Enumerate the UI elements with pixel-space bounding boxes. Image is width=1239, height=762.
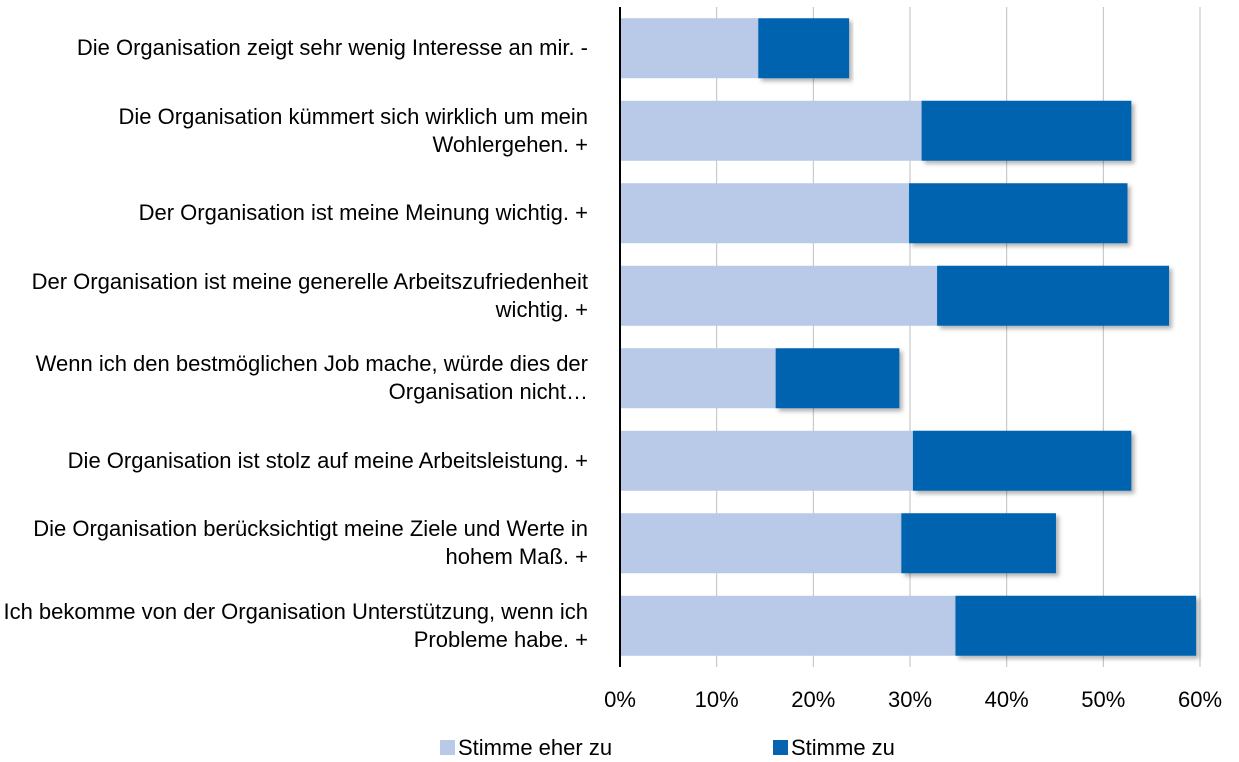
bar-segment (921, 100, 1132, 161)
category-label: Der Organisation ist meine generelle Arb… (0, 255, 588, 337)
bar-segment (620, 348, 776, 409)
x-tick-label: 60% (1178, 687, 1222, 712)
bar-segment (620, 183, 910, 244)
category-label: Der Organisation ist meine Meinung wicht… (0, 172, 588, 254)
legend-label: Stimme eher zu (458, 735, 612, 760)
category-text: Der Organisation ist meine Meinung wicht… (138, 200, 588, 226)
bar-segment (901, 513, 1056, 574)
x-tick-label: 0% (604, 687, 636, 712)
bar-segment (620, 100, 922, 161)
x-tick-label: 10% (695, 687, 739, 712)
bar-segment (620, 430, 913, 491)
category-label: Die Organisation zeigt sehr wenig Intere… (0, 7, 588, 89)
category-label: Die Organisation ist stolz auf meine Arb… (0, 420, 588, 502)
bar-segment (912, 430, 1132, 491)
bars (620, 18, 1197, 656)
category-label: Ich bekomme von der Organisation Unterst… (0, 585, 588, 667)
category-label: Die Organisation kümmert sich wirklich u… (0, 90, 588, 172)
bar-segment (937, 265, 1170, 326)
legend-swatch (773, 740, 788, 755)
category-text: Die Organisation berücksichtigt meine Zi… (33, 516, 588, 570)
bar-segment (620, 595, 956, 656)
bar-segment (620, 18, 759, 79)
legend-swatch (440, 740, 455, 755)
bar-segment (620, 513, 902, 574)
bar-segment (758, 18, 850, 79)
category-text: Wenn ich den bestmöglichen Job mache, wü… (35, 351, 588, 405)
bar-segment (775, 348, 900, 409)
bar-segment (620, 265, 938, 326)
category-text: Ich bekomme von der Organisation Unterst… (3, 598, 588, 652)
x-tick-label: 50% (1081, 687, 1125, 712)
bar-segment (909, 183, 1128, 244)
category-label: Die Organisation berücksichtigt meine Zi… (0, 502, 588, 584)
legend-label: Stimme zu (791, 735, 895, 760)
bar-segment (955, 595, 1197, 656)
x-tick-label: 20% (791, 687, 835, 712)
category-text: Die Organisation ist stolz auf meine Arb… (67, 447, 588, 473)
category-text: Die Organisation kümmert sich wirklich u… (118, 103, 588, 157)
x-tick-label: 40% (985, 687, 1029, 712)
x-tick-label: 30% (888, 687, 932, 712)
category-text: Die Organisation zeigt sehr wenig Intere… (76, 35, 588, 61)
category-label: Wenn ich den bestmöglichen Job mache, wü… (0, 337, 588, 419)
category-text: Der Organisation ist meine generelle Arb… (31, 268, 588, 322)
